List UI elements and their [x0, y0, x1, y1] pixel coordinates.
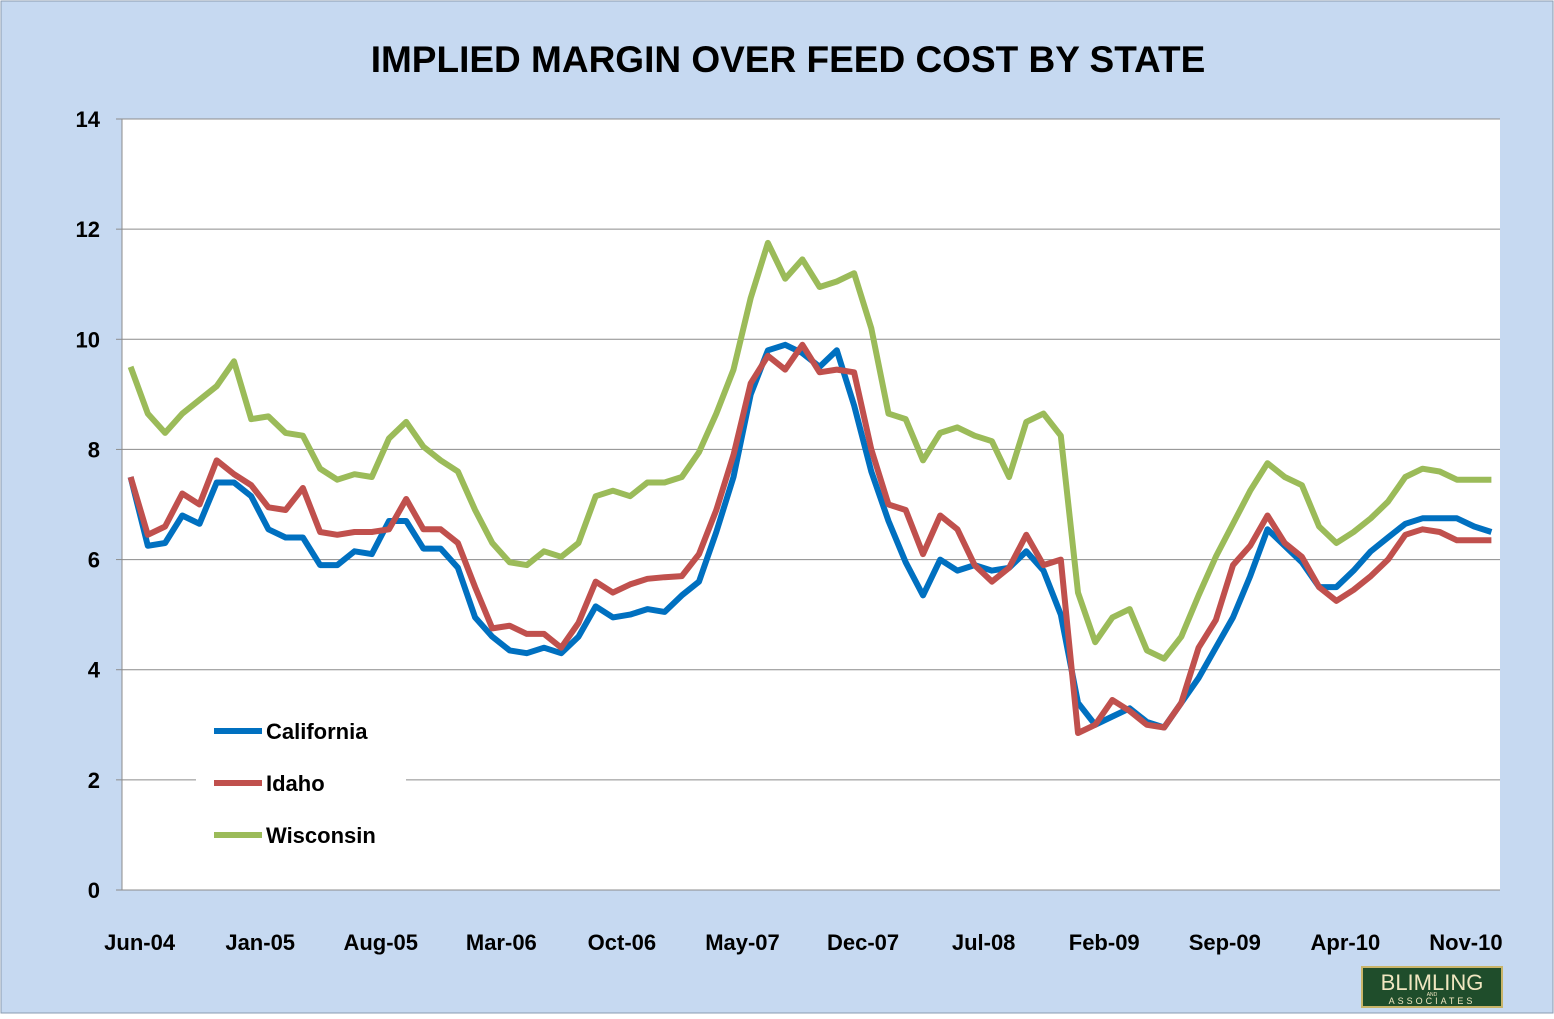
- legend-label: Idaho: [266, 771, 325, 796]
- x-tick-label: Aug-05: [343, 930, 418, 955]
- logo-sub: AND: [1427, 992, 1438, 998]
- x-tick-label: Sep-09: [1189, 930, 1261, 955]
- x-tick-label: Oct-06: [588, 930, 656, 955]
- series-line: [127, 239, 1492, 662]
- y-tick-label: 10: [76, 327, 100, 352]
- legend-label: Wisconsin: [266, 823, 376, 848]
- logo-tag: ASSOCIATES: [1389, 996, 1476, 1006]
- y-tick-label: 14: [76, 107, 101, 132]
- y-tick-label: 6: [88, 548, 100, 573]
- x-tick-label: Dec-07: [827, 930, 899, 955]
- y-tick-label: 8: [88, 437, 100, 462]
- lines: [127, 239, 1493, 736]
- legend-label: California: [266, 719, 368, 744]
- y-tick-label: 4: [88, 658, 101, 683]
- x-tick-label: Jan-05: [225, 930, 295, 955]
- x-tick-label: May-07: [705, 930, 780, 955]
- x-tick-label: Apr-10: [1311, 930, 1381, 955]
- x-tick-label: Nov-10: [1429, 930, 1502, 955]
- x-tick-label: Jun-04: [104, 930, 176, 955]
- logo-name: BLIMLING: [1381, 970, 1484, 995]
- x-tick-label: Mar-06: [466, 930, 537, 955]
- series-line: [127, 341, 1492, 736]
- y-tick-label: 0: [88, 878, 100, 903]
- y-tick-label: 12: [76, 217, 100, 242]
- logo-box: [1361, 966, 1503, 1008]
- x-tick-label: Feb-09: [1069, 930, 1140, 955]
- y-tick-label: 2: [88, 768, 100, 793]
- legend: California Idaho Wisconsin: [196, 708, 406, 858]
- x-tick-label: Jul-08: [952, 930, 1016, 955]
- chart-title: IMPLIED MARGIN OVER FEED COST BY STATE: [371, 39, 1206, 80]
